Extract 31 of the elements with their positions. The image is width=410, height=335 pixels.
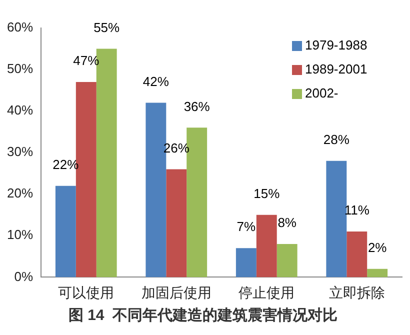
y-tick-label: 20% bbox=[6, 186, 34, 201]
data-label: 36% bbox=[184, 98, 210, 114]
data-label: 8% bbox=[278, 215, 297, 230]
y-tick-label: 40% bbox=[6, 102, 34, 118]
y-tick-label: 60% bbox=[6, 20, 34, 35]
legend-label: 1979-1988 bbox=[305, 38, 368, 53]
legend-label: 2002- bbox=[305, 86, 338, 101]
x-tick-label: 可以使用 bbox=[58, 284, 114, 300]
bar bbox=[166, 169, 187, 278]
bar bbox=[276, 244, 298, 278]
x-tick-label: 停止使用 bbox=[238, 284, 295, 300]
bar bbox=[326, 160, 347, 278]
data-label: 55% bbox=[94, 20, 120, 35]
text: 图 14 不同年代建造的建筑震害情况对比 bbox=[68, 306, 338, 324]
y-tick-label: 30% bbox=[6, 144, 34, 160]
bar bbox=[367, 268, 388, 278]
bar bbox=[256, 214, 277, 278]
y-tick-label: 10% bbox=[6, 227, 34, 242]
x-tick-label: 加固后使用 bbox=[141, 284, 212, 300]
bar bbox=[236, 248, 256, 278]
x-tick-label: 立即拆除 bbox=[328, 284, 385, 300]
y-tick-label: 0% bbox=[14, 268, 34, 284]
bar bbox=[346, 232, 368, 278]
bar bbox=[55, 186, 76, 278]
data-label: 28% bbox=[323, 132, 350, 147]
data-label: 42% bbox=[142, 74, 170, 89]
data-label: 15% bbox=[254, 186, 280, 201]
data-label: 2% bbox=[368, 240, 388, 255]
data-label: 7% bbox=[236, 219, 256, 234]
y-tick-label: 50% bbox=[6, 61, 34, 76]
legend-label: 1989-2001 bbox=[305, 62, 368, 77]
